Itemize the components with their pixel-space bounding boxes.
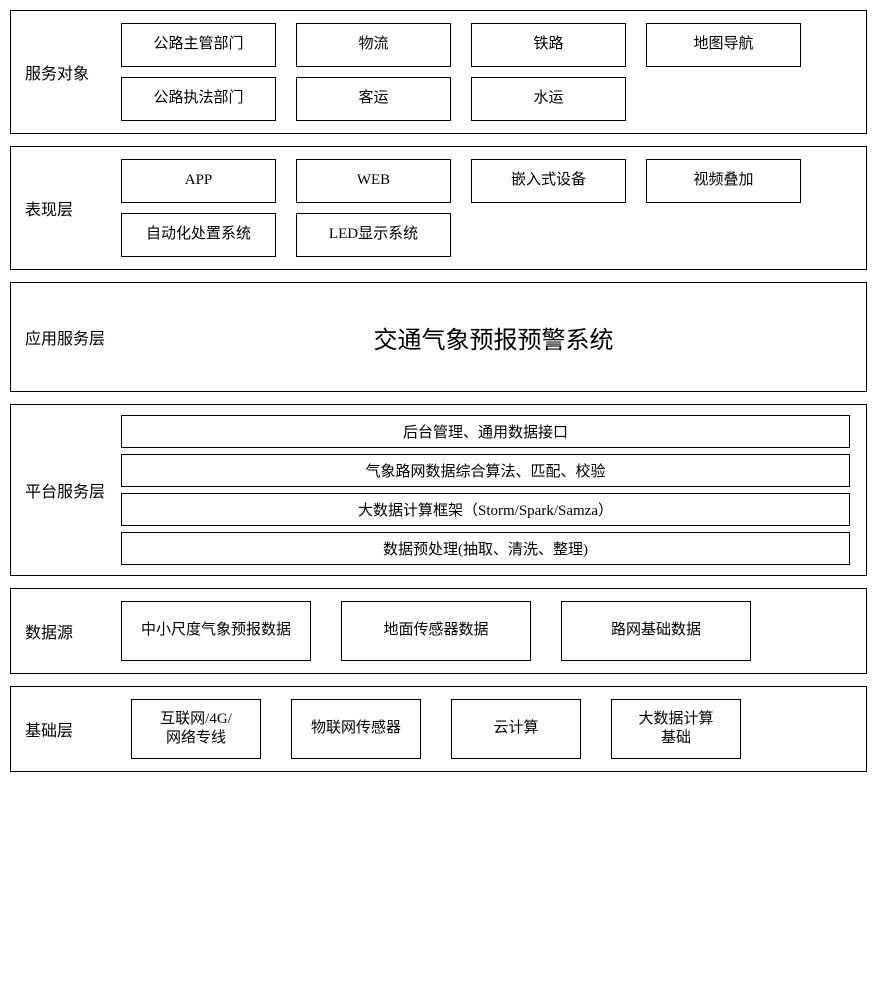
layer-content: 后台管理、通用数据接口 气象路网数据综合算法、匹配、校验 大数据计算框架（Sto… xyxy=(121,405,866,575)
layer-label: 平台服务层 xyxy=(11,405,121,575)
layer-presentation: 表现层 APP WEB 嵌入式设备 视频叠加 自动化处置系统 LED显示系统 xyxy=(10,146,867,270)
layer-label: 应用服务层 xyxy=(11,283,121,391)
box-map-nav: 地图导航 xyxy=(646,23,801,67)
layer-label: 表现层 xyxy=(11,147,121,269)
row: 公路主管部门 物流 铁路 地图导航 xyxy=(121,23,854,67)
box-video-overlay: 视频叠加 xyxy=(646,159,801,203)
box-auto-system: 自动化处置系统 xyxy=(121,213,276,257)
box-cloud: 云计算 xyxy=(451,699,581,759)
bar-algorithm: 气象路网数据综合算法、匹配、校验 xyxy=(121,454,850,487)
layer-content: 中小尺度气象预报数据 地面传感器数据 路网基础数据 xyxy=(121,589,866,673)
layer-data-source: 数据源 中小尺度气象预报数据 地面传感器数据 路网基础数据 xyxy=(10,588,867,674)
box-railway: 铁路 xyxy=(471,23,626,67)
box-bigdata-base: 大数据计算基础 xyxy=(611,699,741,759)
box-water: 水运 xyxy=(471,77,626,121)
layer-application: 应用服务层 交通气象预报预警系统 xyxy=(10,282,867,392)
row: 中小尺度气象预报数据 地面传感器数据 路网基础数据 xyxy=(121,601,854,661)
box-highway-dept: 公路主管部门 xyxy=(121,23,276,67)
layer-content: APP WEB 嵌入式设备 视频叠加 自动化处置系统 LED显示系统 xyxy=(121,147,866,269)
layer-platform: 平台服务层 后台管理、通用数据接口 气象路网数据综合算法、匹配、校验 大数据计算… xyxy=(10,404,867,576)
box-logistics: 物流 xyxy=(296,23,451,67)
bar-backend: 后台管理、通用数据接口 xyxy=(121,415,850,448)
box-passenger: 客运 xyxy=(296,77,451,121)
box-roadnet-data: 路网基础数据 xyxy=(561,601,751,661)
layer-content: 互联网/4G/网络专线 物联网传感器 云计算 大数据计算基础 xyxy=(121,687,866,771)
box-network: 互联网/4G/网络专线 xyxy=(131,699,261,759)
layer-content: 公路主管部门 物流 铁路 地图导航 公路执法部门 客运 水运 xyxy=(121,11,866,133)
layer-label: 数据源 xyxy=(11,589,121,673)
bar-bigdata-framework: 大数据计算框架（Storm/Spark/Samza） xyxy=(121,493,850,526)
box-highway-enforce: 公路执法部门 xyxy=(121,77,276,121)
row: APP WEB 嵌入式设备 视频叠加 xyxy=(121,159,854,203)
layer-label: 基础层 xyxy=(11,687,121,771)
box-iot-sensor: 物联网传感器 xyxy=(291,699,421,759)
box-app: APP xyxy=(121,159,276,203)
row: 自动化处置系统 LED显示系统 xyxy=(121,213,854,257)
layer-service-targets: 服务对象 公路主管部门 物流 铁路 地图导航 公路执法部门 客运 水运 xyxy=(10,10,867,134)
layer-infrastructure: 基础层 互联网/4G/网络专线 物联网传感器 云计算 大数据计算基础 xyxy=(10,686,867,772)
box-weather-data: 中小尺度气象预报数据 xyxy=(121,601,311,661)
box-sensor-data: 地面传感器数据 xyxy=(341,601,531,661)
box-embedded: 嵌入式设备 xyxy=(471,159,626,203)
row: 互联网/4G/网络专线 物联网传感器 云计算 大数据计算基础 xyxy=(121,699,854,759)
row: 公路执法部门 客运 水运 xyxy=(121,77,854,121)
application-title: 交通气象预报预警系统 xyxy=(121,283,866,391)
bar-preprocess: 数据预处理(抽取、清洗、整理) xyxy=(121,532,850,565)
layer-label: 服务对象 xyxy=(11,11,121,133)
box-led: LED显示系统 xyxy=(296,213,451,257)
box-web: WEB xyxy=(296,159,451,203)
